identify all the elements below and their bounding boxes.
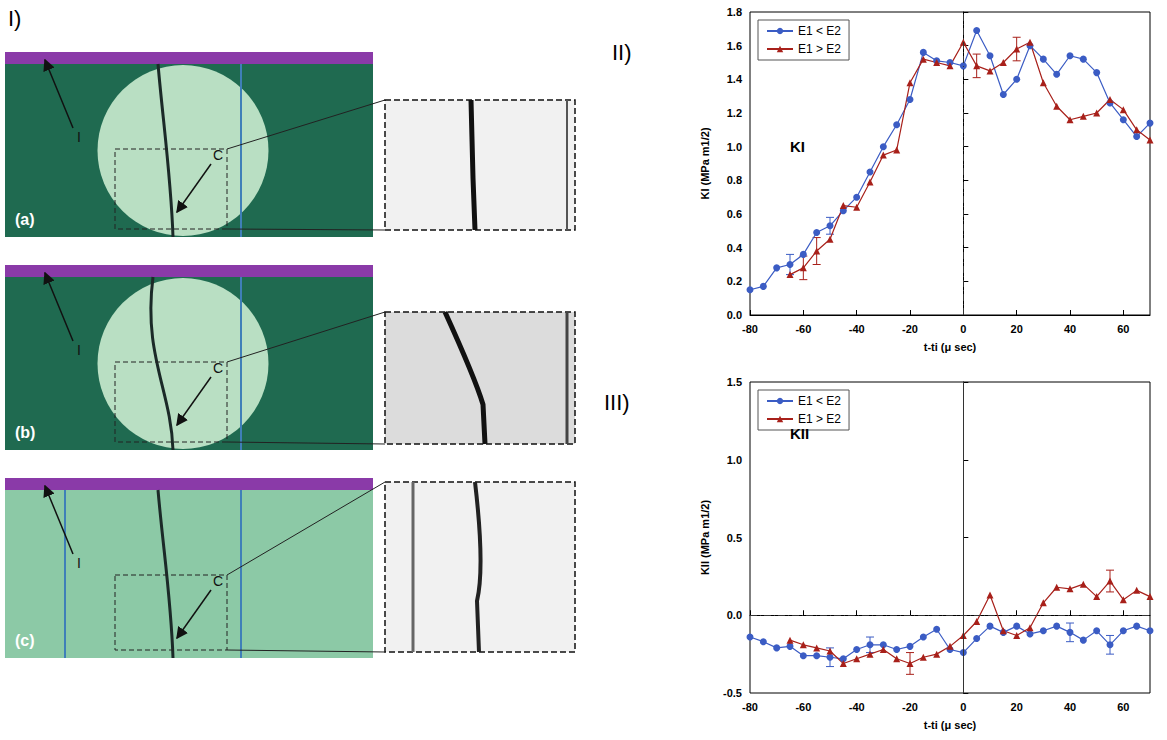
html-text:III): III): [604, 390, 630, 415]
svg-text:-0.5: -0.5: [723, 687, 742, 699]
svg-text:E1 > E2: E1 > E2: [798, 412, 841, 426]
svg-text:1.0: 1.0: [727, 454, 742, 466]
svg-text:0.2: 0.2: [727, 275, 742, 287]
svg-text:1.5: 1.5: [727, 376, 742, 388]
svg-text:I: I: [77, 555, 81, 571]
svg-text:1.2: 1.2: [727, 107, 742, 119]
svg-text:20: 20: [1011, 323, 1023, 335]
svg-text:20: 20: [1011, 701, 1023, 713]
svg-text:-80: -80: [742, 701, 758, 713]
svg-text:-60: -60: [795, 701, 811, 713]
svg-text:60: 60: [1117, 323, 1129, 335]
svg-text:-40: -40: [849, 701, 865, 713]
svg-text:KI: KI: [790, 138, 805, 155]
svg-text:0.6: 0.6: [727, 208, 742, 220]
svg-text:60: 60: [1117, 701, 1129, 713]
svg-text:C: C: [213, 360, 223, 376]
svg-text:C: C: [213, 573, 223, 589]
svg-text:t-ti (μ sec): t-ti (μ sec): [924, 719, 977, 731]
svg-text:I: I: [77, 342, 81, 358]
svg-text:C: C: [213, 147, 223, 163]
svg-text:KI (MPa m1/2): KI (MPa m1/2): [699, 127, 711, 199]
svg-text:(c): (c): [15, 632, 35, 649]
svg-text:1.8: 1.8: [727, 6, 742, 18]
svg-text:1.6: 1.6: [727, 40, 742, 52]
html-text:II): II): [612, 40, 632, 65]
svg-text:I: I: [77, 129, 81, 145]
svg-text:-20: -20: [902, 323, 918, 335]
svg-text:0: 0: [960, 701, 966, 713]
svg-text:-20: -20: [902, 701, 918, 713]
svg-text:0.8: 0.8: [727, 174, 742, 186]
svg-text:0.0: 0.0: [727, 609, 742, 621]
svg-text:-80: -80: [742, 323, 758, 335]
svg-text:(b): (b): [15, 424, 35, 441]
svg-text:KII: KII: [790, 425, 809, 442]
svg-text:(a): (a): [15, 211, 35, 228]
svg-text:0.0: 0.0: [727, 309, 742, 321]
svg-text:E1 < E2: E1 < E2: [798, 394, 841, 408]
svg-text:E1 > E2: E1 > E2: [798, 42, 841, 56]
svg-text:1.4: 1.4: [727, 73, 743, 85]
svg-text:0.4: 0.4: [727, 242, 743, 254]
svg-text:KII (MPa m1/2): KII (MPa m1/2): [699, 500, 711, 576]
svg-text:0: 0: [960, 323, 966, 335]
svg-text:40: 40: [1064, 323, 1076, 335]
svg-text:-40: -40: [849, 323, 865, 335]
svg-text:E1 < E2: E1 < E2: [798, 24, 841, 38]
html-text:I): I): [8, 6, 22, 31]
svg-text:40: 40: [1064, 701, 1076, 713]
svg-text:t-ti (μ sec): t-ti (μ sec): [924, 341, 977, 353]
svg-text:-60: -60: [795, 323, 811, 335]
svg-text:0.5: 0.5: [727, 532, 742, 544]
svg-text:1.0: 1.0: [727, 141, 742, 153]
